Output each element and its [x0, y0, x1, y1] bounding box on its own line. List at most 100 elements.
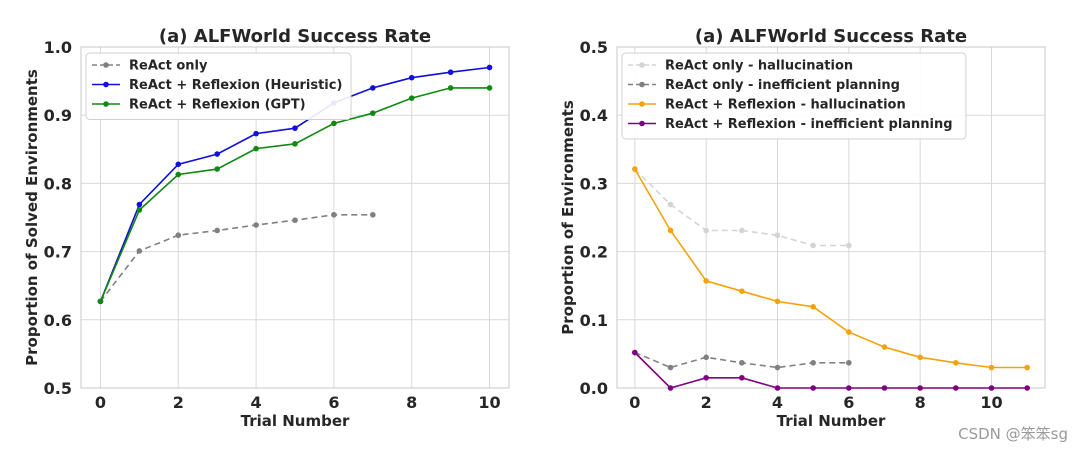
data-point [292, 217, 298, 224]
data-point [846, 385, 852, 391]
data-point [953, 385, 959, 391]
legend-marker [103, 81, 109, 88]
legend-box [85, 52, 352, 120]
x-tick-label: 0 [95, 393, 106, 412]
data-point [988, 385, 995, 391]
data-point [292, 125, 298, 131]
data-point [953, 359, 959, 366]
y-tick-label: 0.8 [44, 174, 72, 193]
data-point [774, 298, 781, 305]
data-point [136, 207, 143, 213]
y-axis-label: Proportion of Solved Environments [23, 69, 41, 366]
data-point [175, 171, 182, 178]
y-axis-label: Proportion of Environments [559, 100, 577, 335]
data-point [881, 385, 888, 391]
data-point [331, 120, 337, 127]
legend: ReAct only - hallucination ReAct only - i… [621, 52, 967, 140]
data-point [988, 364, 995, 371]
y-tick-label: 0.2 [580, 243, 608, 262]
x-tick-label: 10 [980, 393, 1002, 412]
data-point [810, 359, 816, 366]
data-point [703, 374, 709, 381]
data-point [486, 64, 493, 71]
data-point [774, 364, 781, 371]
y-tick-label: 0.1 [580, 311, 608, 330]
data-point [703, 278, 709, 284]
data-point [214, 151, 220, 157]
data-point [136, 248, 143, 254]
data-point [739, 288, 745, 294]
data-point [486, 85, 493, 91]
data-point [253, 145, 259, 152]
data-point [408, 95, 415, 101]
x-tick-label: 10 [478, 393, 500, 412]
series-line-3 [634, 351, 1028, 389]
data-point [447, 69, 454, 76]
data-point [667, 201, 674, 208]
data-point [667, 227, 674, 234]
data-point [370, 110, 376, 116]
data-point [292, 141, 298, 147]
y-tick-label: 1.0 [44, 38, 72, 57]
y-tick-label: 0.4 [580, 106, 608, 125]
data-point [632, 166, 638, 172]
y-tick-label: 0.9 [44, 106, 72, 125]
data-point [214, 166, 220, 172]
chart-panel-1: 0 2 4 6 8 10 0.0 0.1 0.2 0.3 0.4 0.5 (a) ALFWorld Su… [559, 26, 1046, 430]
legend-marker [639, 62, 645, 68]
x-tick-label: 2 [701, 393, 712, 412]
data-point [846, 329, 852, 335]
data-point [917, 354, 923, 361]
legend-entry: ReAct + Reflexion (GPT) [129, 98, 306, 113]
data-point [739, 227, 745, 234]
data-point [136, 201, 143, 208]
legend: ReAct only ReAct + Reflexion (Heuristic) R… [85, 52, 352, 120]
data-point [1024, 385, 1030, 391]
data-point [810, 242, 816, 249]
data-point [175, 232, 182, 239]
y-tick-label: 0.3 [580, 174, 608, 193]
data-point [214, 227, 220, 234]
data-point [703, 354, 709, 361]
data-point [810, 304, 816, 310]
legend-marker [639, 101, 645, 107]
x-axis-label: Trial Number [777, 412, 886, 430]
x-tick-label: 8 [915, 393, 926, 412]
watermark: CSDN @笨笨sg [958, 425, 1068, 443]
data-point [774, 385, 781, 391]
data-point [370, 85, 376, 91]
legend-box [621, 52, 967, 140]
data-point [739, 359, 745, 366]
data-point [810, 385, 816, 391]
y-tick-label: 0.5 [580, 38, 608, 57]
data-point [703, 227, 709, 234]
data-point [253, 130, 259, 137]
data-point [739, 374, 745, 381]
series-line-2 [634, 168, 1028, 369]
legend-marker [639, 120, 645, 127]
data-point [408, 74, 415, 81]
data-point [175, 161, 182, 168]
data-point [253, 222, 259, 228]
data-point [632, 349, 638, 356]
data-point [881, 344, 888, 350]
data-point [447, 85, 454, 91]
series-line-0 [99, 214, 373, 302]
legend-marker [103, 101, 109, 107]
legend-entry: ReAct only - hallucination [665, 59, 853, 74]
data-point [1024, 364, 1030, 371]
data-point [331, 211, 337, 218]
x-tick-label: 6 [328, 393, 339, 412]
data-point [774, 232, 781, 239]
data-point [846, 359, 852, 366]
chart-panel-0: 0 2 4 6 8 10 0.5 0.6 0.7 0.8 0.9 1.0 (a) ALFWorld Su… [23, 26, 510, 430]
x-tick-label: 2 [173, 393, 184, 412]
data-point [667, 385, 674, 391]
x-tick-label: 8 [406, 393, 417, 412]
x-tick-label: 0 [629, 393, 640, 412]
y-tick-label: 0.6 [44, 311, 72, 330]
y-tick-label: 0.0 [580, 379, 608, 398]
x-tick-label: 6 [843, 393, 854, 412]
legend-entry: ReAct only - inefficient planning [665, 78, 900, 93]
